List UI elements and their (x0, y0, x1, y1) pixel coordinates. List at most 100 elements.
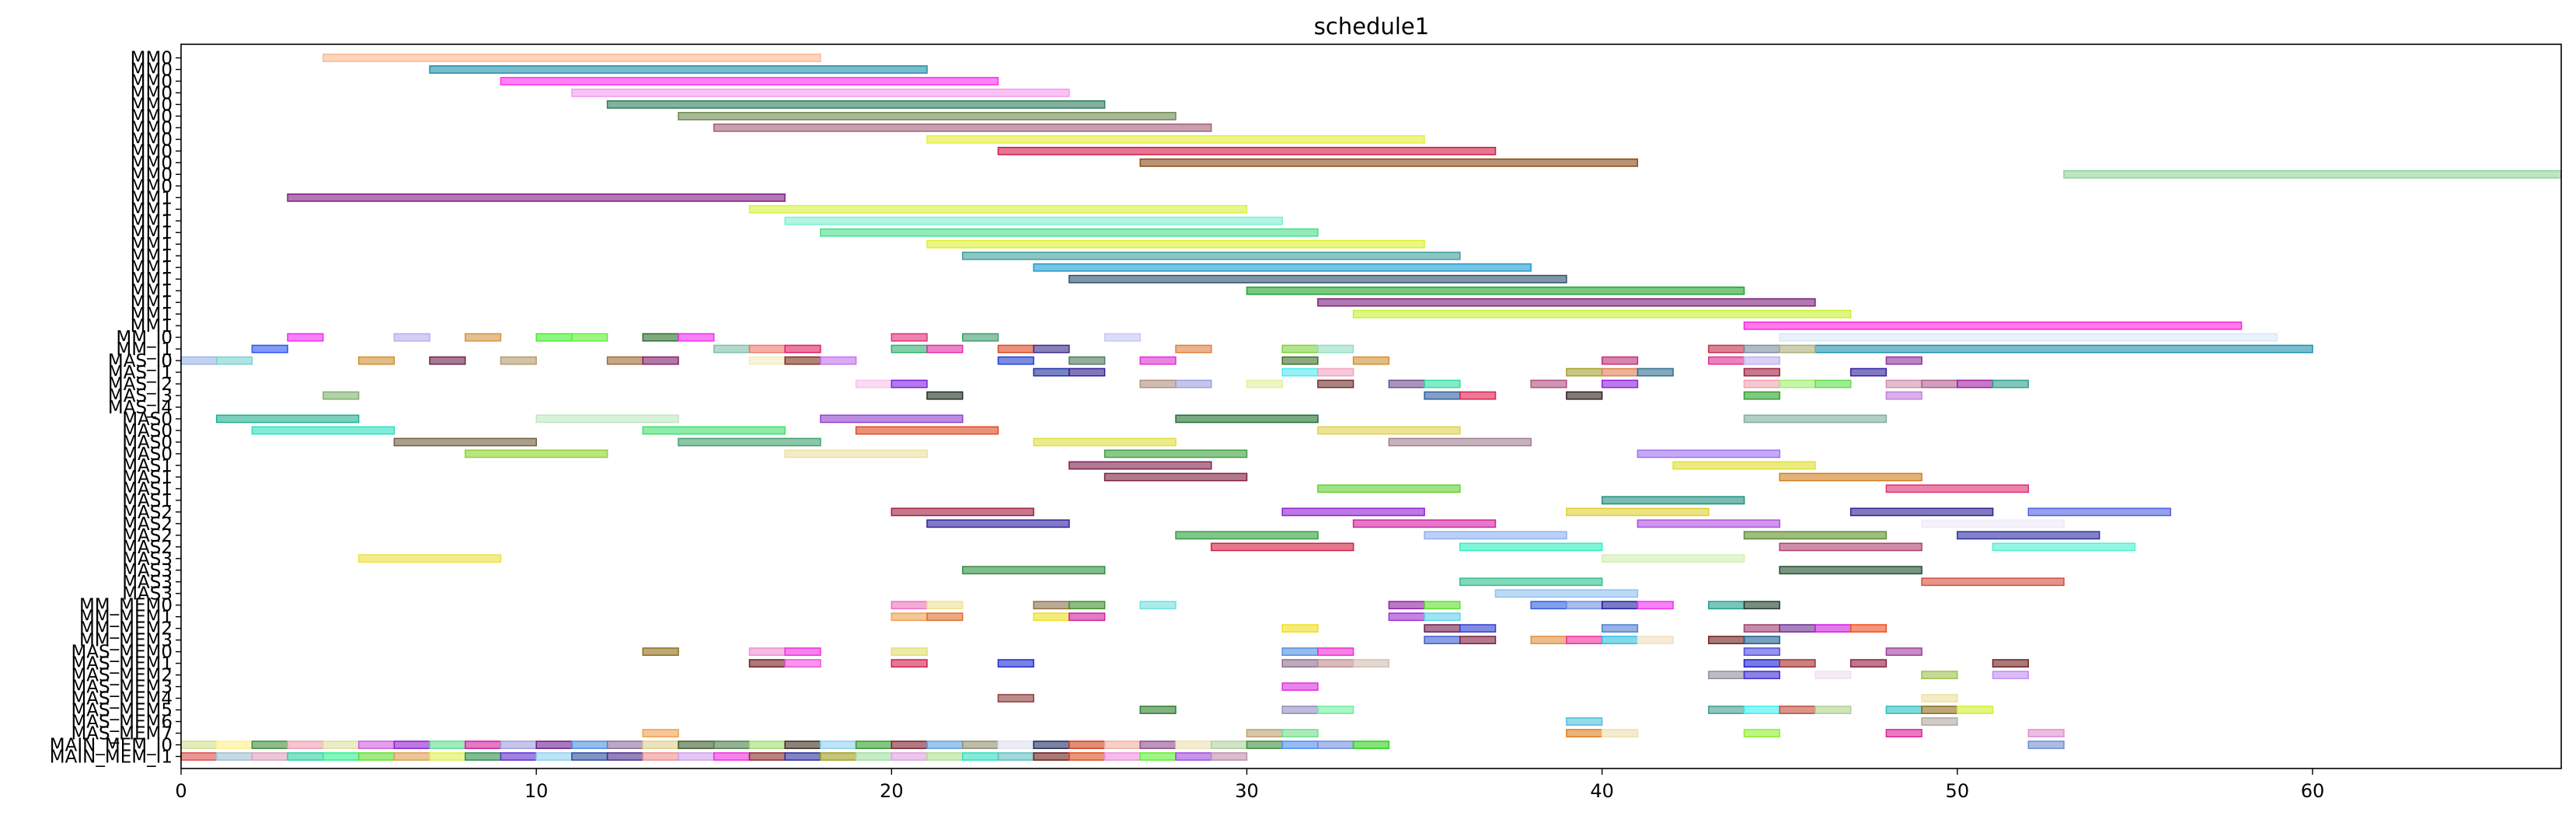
task-bar (1566, 368, 1603, 377)
task-bar (464, 752, 502, 761)
task-bar (1281, 729, 1319, 737)
y-tick-label: MAS_I4 (108, 398, 173, 418)
task-bar (820, 356, 857, 365)
task-bar (606, 752, 644, 761)
task-bar (1743, 647, 1780, 657)
y-tick-label: MAIN_MEM_I1 (50, 748, 173, 768)
task-bar (1708, 356, 1745, 365)
task-bar (997, 356, 1034, 365)
task-bar (322, 741, 360, 749)
task-bar (1033, 752, 1070, 761)
task-bar (1530, 379, 1567, 389)
task-bar (571, 333, 608, 342)
task-bar (606, 741, 644, 749)
y-tick-label: MM1 (131, 316, 173, 336)
y-tick-label: MM0 (131, 176, 173, 197)
task-bar (891, 601, 928, 610)
y-tick-label: MM0 (131, 118, 173, 138)
task-bar (1317, 647, 1354, 657)
task-bar (1281, 741, 1319, 749)
task-bar (678, 437, 821, 447)
y-tick-label: MM1 (131, 188, 173, 208)
task-bar (713, 344, 751, 354)
task-bar (287, 193, 786, 202)
y-tick-label: MAS_MEM2 (71, 666, 173, 686)
task-bar (926, 239, 1425, 249)
task-bar (1743, 321, 2243, 330)
y-tick-label: MAS_I0 (108, 351, 173, 371)
task-bar (1139, 752, 1176, 761)
task-bar (1068, 368, 1106, 377)
task-bar (464, 741, 502, 749)
task-bar (215, 414, 360, 423)
task-bar (678, 752, 715, 761)
task-bar (1424, 636, 1461, 645)
task-bar (1352, 741, 1390, 749)
task-bar (1637, 601, 1674, 610)
task-bar (1743, 659, 1780, 668)
task-bar (1246, 729, 1283, 737)
task-bar (1885, 484, 2030, 493)
task-bar (1033, 601, 1070, 610)
y-tick-label: MM1 (131, 223, 173, 243)
task-bar (357, 554, 502, 563)
task-bar (1530, 636, 1567, 645)
task-bar (215, 741, 253, 749)
task-bar (1388, 601, 1425, 610)
y-tick-label: MAS3 (122, 584, 173, 605)
task-bar (820, 228, 1319, 237)
task-bar (1601, 636, 1639, 645)
y-tick-label: MAS0 (122, 444, 173, 465)
task-bar (500, 77, 999, 85)
task-bar (393, 333, 430, 342)
task-bar (1743, 414, 1888, 423)
task-bar (1743, 344, 1780, 354)
task-bar (1388, 379, 1425, 389)
y-tick-label: MM_MEM2 (79, 619, 173, 640)
task-bar (1566, 601, 1603, 610)
task-bar (1601, 356, 1639, 365)
task-bar (1992, 671, 2029, 680)
task-bar (891, 752, 928, 761)
task-bar (500, 752, 537, 761)
task-bar (1459, 636, 1497, 645)
task-bar (1033, 368, 1070, 377)
task-bar (1885, 706, 1922, 714)
task-bar (1885, 356, 1922, 365)
x-tick-label: 0 (175, 780, 186, 802)
task-bar (571, 89, 1070, 97)
task-bar (215, 356, 253, 365)
task-bar (1317, 741, 1354, 749)
task-bar (997, 146, 1497, 155)
task-bar (1708, 601, 1745, 610)
task-bar (1281, 368, 1319, 377)
task-bar (322, 752, 360, 761)
task-bar (1352, 519, 1497, 528)
task-bar (1921, 577, 2065, 587)
task-bar (1246, 379, 1283, 389)
task-bar (1352, 309, 1852, 319)
task-bar (1921, 694, 1958, 702)
y-tick-label: MM1 (131, 270, 173, 290)
y-tick-label: MAS_MEM5 (71, 701, 173, 721)
task-bar (251, 426, 396, 435)
task-bar (642, 426, 786, 435)
task-bar (962, 741, 999, 749)
y-tick-label: MAIN_MEM_I0 (50, 736, 173, 756)
task-bar (820, 414, 964, 423)
task-bar (820, 741, 857, 749)
task-bar (1033, 263, 1532, 272)
task-bar (1211, 752, 1248, 761)
task-bar (215, 752, 253, 761)
task-bar (1424, 624, 1461, 633)
task-bar (251, 741, 288, 749)
task-bar (1139, 379, 1176, 389)
task-bar (357, 741, 396, 749)
task-bar (1317, 426, 1461, 435)
y-tick-label: MM1 (131, 246, 173, 267)
task-bar (1566, 507, 1710, 517)
task-bar (1281, 356, 1319, 365)
task-bar (1139, 158, 1639, 167)
y-tick-label: MM0 (131, 153, 173, 173)
task-bar (1281, 682, 1319, 692)
